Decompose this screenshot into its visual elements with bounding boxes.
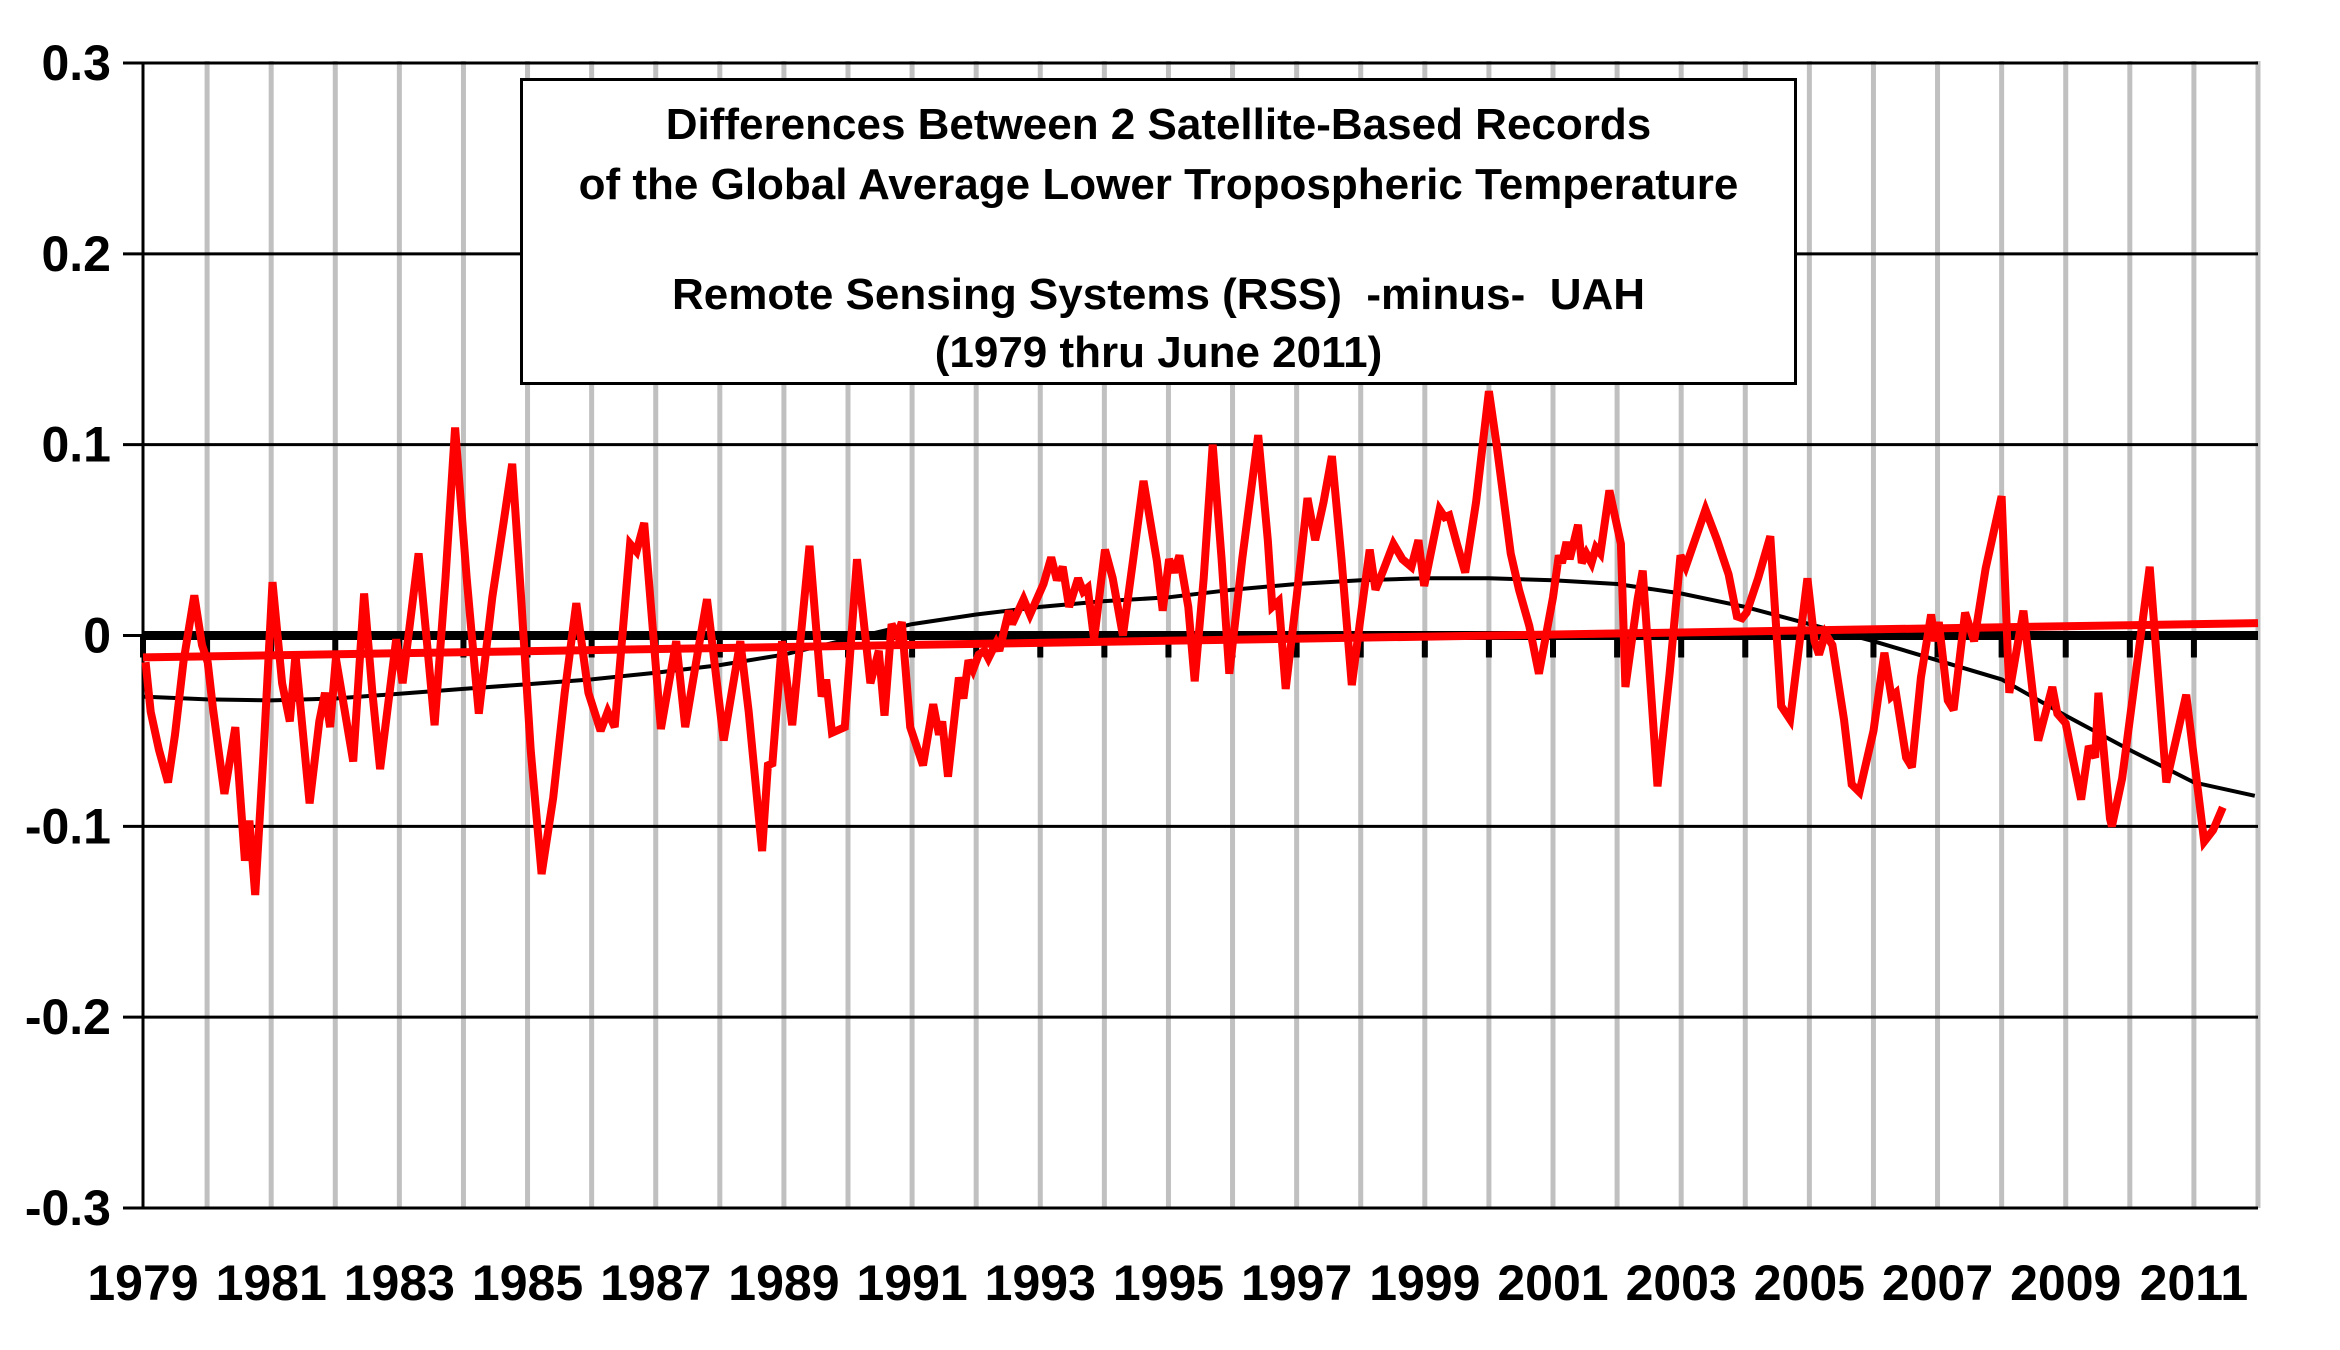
x-axis-label-1991: 1991 [856,1255,967,1311]
y-axis-label--0.3: -0.3 [25,1180,111,1236]
y-axis-label--0.1: -0.1 [25,798,111,854]
x-axis-label-1983: 1983 [344,1255,455,1311]
y-axis-label-0.3: 0.3 [41,35,111,91]
x-axis-label-2009: 2009 [2010,1255,2121,1311]
x-axis-label-1995: 1995 [1113,1255,1224,1311]
x-axis-label-1999: 1999 [1369,1255,1480,1311]
x-axis-label-2001: 2001 [1497,1255,1608,1311]
chart-subtitle-line-1: Remote Sensing Systems (RSS) -minus- UAH [671,270,1646,319]
y-axis-label--0.2: -0.2 [25,989,111,1045]
chart-subtitle-line-2: (1979 thru June 2011) [934,328,1383,377]
x-axis-label-1981: 1981 [216,1255,327,1311]
linear-trend-line [142,619,2259,662]
x-axis-label-2007: 2007 [1882,1255,1993,1311]
y-axis-label-0: 0 [83,608,111,664]
x-axis-label-1997: 1997 [1241,1255,1352,1311]
x-axis-label-2005: 2005 [1754,1255,1865,1311]
y-axis-label-0.1: 0.1 [41,417,111,473]
chart-title-line-1: Differences Between 2 Satellite-Based Re… [665,100,1652,149]
x-axis-label-2003: 2003 [1626,1255,1737,1311]
monthly-difference-line [141,390,2227,896]
chart-title-box: Differences Between 2 Satellite-Based Re… [520,78,1797,385]
x-axis-label-2011: 2011 [2140,1255,2248,1311]
x-axis-label-1989: 1989 [728,1255,839,1311]
x-axis-label-1987: 1987 [600,1255,711,1311]
x-axis-label-1985: 1985 [472,1255,583,1311]
chart-title-line-2: of the Global Average Lower Tropospheric… [578,160,1739,209]
y-axis-label-0.2: 0.2 [41,226,111,282]
x-axis-label-1993: 1993 [985,1255,1096,1311]
x-axis-label-1979: 1979 [87,1255,198,1311]
